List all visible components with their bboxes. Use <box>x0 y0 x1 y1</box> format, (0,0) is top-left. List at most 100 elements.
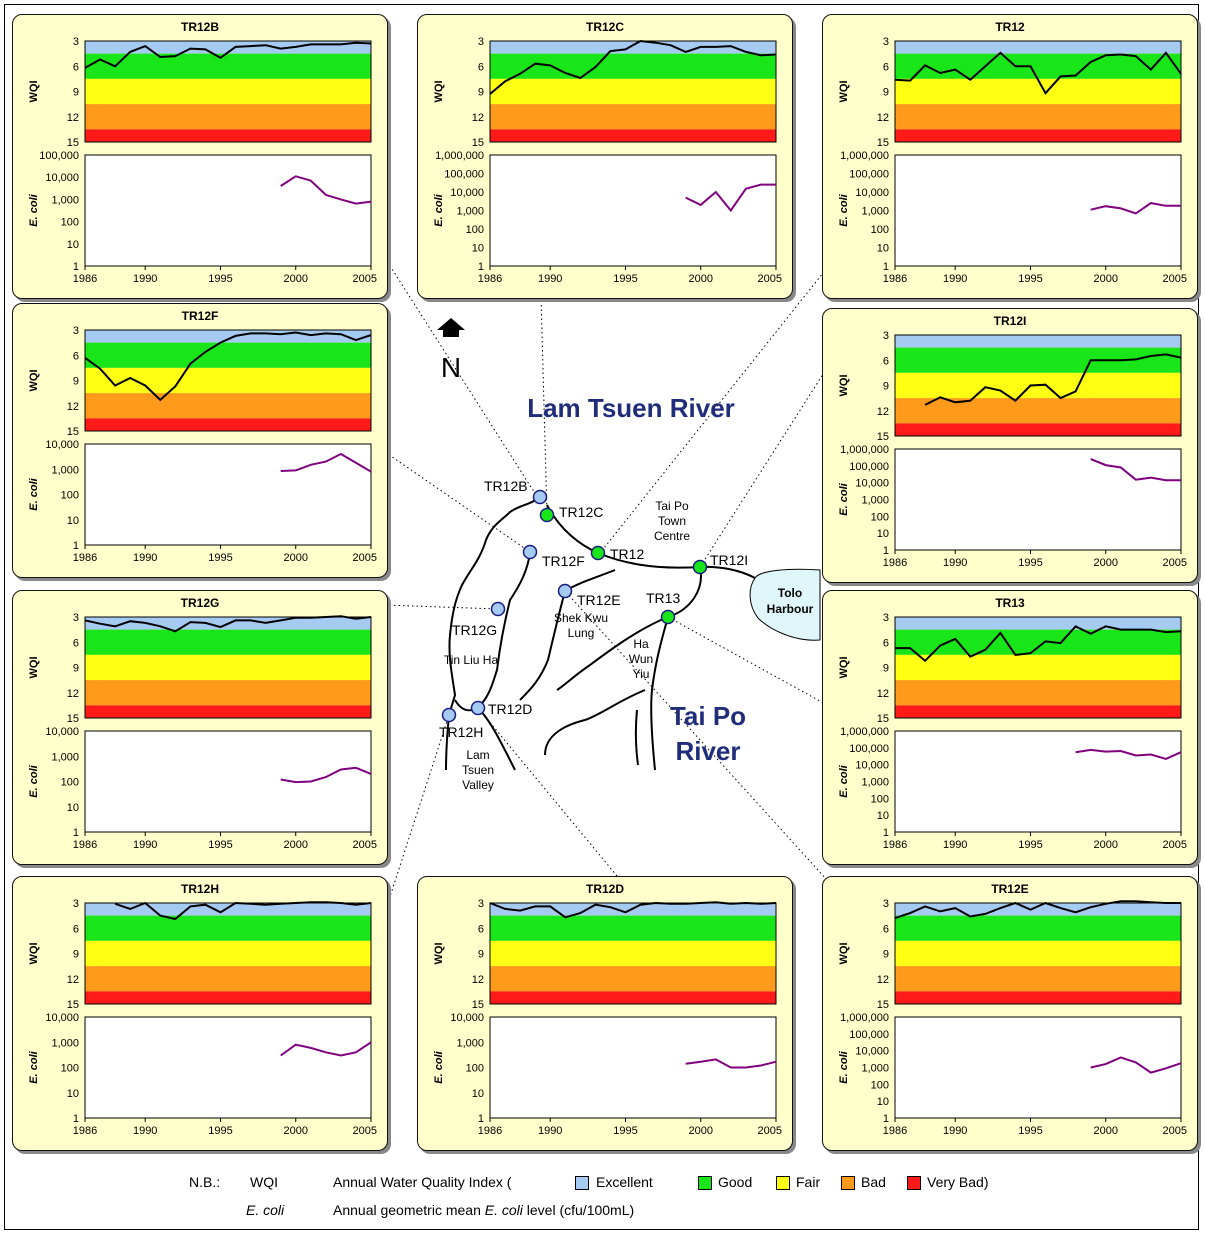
wqi-tick-label: 15 <box>472 137 484 149</box>
ecoli-plot-frame <box>894 730 1182 833</box>
wqi-tick-label: 3 <box>73 36 79 48</box>
x-tick-label: 1995 <box>208 1125 232 1137</box>
band-very-bad <box>85 418 371 431</box>
x-tick-label: 1995 <box>208 273 232 285</box>
ecoli-tick-label: 1 <box>883 1113 889 1125</box>
ecoli-tick-label: 1 <box>73 1113 79 1125</box>
wqi-series-line <box>894 900 1181 920</box>
band-very-bad <box>85 991 371 1004</box>
x-tick-label: 2005 <box>758 1125 782 1137</box>
wqi-series-line <box>84 41 372 69</box>
band-bad <box>85 393 371 419</box>
band-good <box>85 915 371 941</box>
x-tick-label: 1995 <box>613 273 637 285</box>
ecoli-plot-frame <box>84 443 372 546</box>
band-very-bad <box>895 991 1181 1004</box>
x-tick-label: 1986 <box>478 273 502 285</box>
band-very-bad <box>895 423 1181 436</box>
band-very-bad <box>85 705 371 718</box>
legend-ecoli-desc-3: level (cfu/100mL) <box>526 1202 635 1218</box>
band-good <box>490 53 776 79</box>
band-excellent <box>895 903 1181 916</box>
chart-svg-tr12d: TR12D 3 6 9 12 15 WQI 1 10 100 1,000 10,000 E. coli 1… <box>433 882 782 1137</box>
ecoli-tick-label: 100 <box>466 1063 484 1075</box>
ecoli-tick-label: 10 <box>67 802 79 814</box>
chart-title: TR12B <box>181 20 219 34</box>
ecoli-tick-label: 100,000 <box>39 150 79 162</box>
ecoli-tick-label: 10,000 <box>450 1012 484 1024</box>
wqi-tick-label: 9 <box>883 381 889 393</box>
chart-svg-tr12c: TR12C 3 6 9 12 15 WQI 1 10 100 1,000 10,000 100,000 1… <box>433 20 782 285</box>
chart-title: TR13 <box>995 596 1025 610</box>
chart-panel-tr12g: TR12G 3 6 9 12 15 WQI 1 10 100 1,000 10,000 E. coli 1… <box>12 590 388 865</box>
ecoli-tick-label: 100,000 <box>849 1029 889 1041</box>
x-tick-label: 1986 <box>883 839 907 851</box>
band-excellent <box>895 335 1181 348</box>
band-good <box>85 629 371 655</box>
band-fair <box>490 78 776 105</box>
ecoli-tick-label: 1,000 <box>456 1037 484 1049</box>
legend-wqi-label: WQI <box>250 1174 278 1190</box>
x-tick-label: 1990 <box>943 557 967 569</box>
x-tick-label: 1990 <box>133 552 157 564</box>
x-tick-label: 2005 <box>353 552 377 564</box>
legend-swatch-excellent <box>575 1176 589 1190</box>
ecoli-tick-label: 100 <box>61 777 79 789</box>
x-tick-label: 1990 <box>943 1125 967 1137</box>
ecoli-series-line <box>685 183 776 213</box>
x-tick-label: 2005 <box>1163 839 1187 851</box>
wqi-tick-label: 9 <box>73 376 79 388</box>
x-tick-label: 2005 <box>1163 273 1187 285</box>
ecoli-tick-label: 100,000 <box>849 743 889 755</box>
wqi-tick-label: 6 <box>73 637 79 649</box>
x-tick-label: 1986 <box>73 552 97 564</box>
legend-good: Good <box>718 1174 753 1190</box>
wqi-tick-label: 6 <box>883 61 889 73</box>
chart-title: TR12H <box>181 882 219 896</box>
chart-panel-tr12b: TR12B 3 6 9 12 15 WQI 1 10 100 1,000 10,000 100,000 E… <box>12 14 388 299</box>
ecoli-axis-label: E. coli <box>433 1050 445 1083</box>
x-tick-label: 1986 <box>883 273 907 285</box>
band-very-bad <box>85 129 371 142</box>
wqi-axis-label: WQI <box>28 81 40 103</box>
x-tick-label: 1995 <box>1018 273 1042 285</box>
wqi-tick-label: 15 <box>877 431 889 443</box>
wqi-axis-label: WQI <box>838 657 850 679</box>
wqi-series-line <box>489 901 777 919</box>
band-fair <box>85 367 371 394</box>
ecoli-tick-label: 1 <box>478 1113 484 1125</box>
wqi-series-line <box>114 901 372 921</box>
x-tick-label: 2000 <box>1093 273 1117 285</box>
wqi-tick-label: 15 <box>67 426 79 438</box>
wqi-tick-label: 3 <box>478 36 484 48</box>
x-tick-label: 1990 <box>538 273 562 285</box>
chart-panel-tr12e: TR12E 3 6 9 12 15 WQI 1 10 100 1,000 10,000 100,000 1… <box>822 876 1198 1151</box>
band-excellent <box>895 41 1181 54</box>
band-fair <box>490 940 776 967</box>
legend-swatch-very-bad <box>907 1176 921 1190</box>
ecoli-axis-label: E. coli <box>28 1050 40 1083</box>
chart-svg-tr12i: TR12I 3 6 9 12 15 WQI 1 10 100 1,000 10,000 100,000 1… <box>838 314 1187 569</box>
chart-svg-tr12b: TR12B 3 6 9 12 15 WQI 1 10 100 1,000 10,000 100,000 E… <box>28 20 377 285</box>
ecoli-series-line <box>280 766 372 784</box>
ecoli-axis-label: E. coli <box>838 1050 850 1083</box>
ecoli-tick-label: 10,000 <box>450 187 484 199</box>
x-tick-label: 1990 <box>133 839 157 851</box>
ecoli-axis-label: E. coli <box>838 482 850 515</box>
ecoli-tick-label: 10,000 <box>855 1046 889 1058</box>
chart-title: TR12D <box>586 882 624 896</box>
wqi-tick-label: 12 <box>877 112 889 124</box>
legend-ecoli-desc-2: E. coli <box>484 1202 523 1218</box>
ecoli-axis-label: E. coli <box>433 193 445 226</box>
chart-panel-tr12c: TR12C 3 6 9 12 15 WQI 1 10 100 1,000 10,000 100,000 1… <box>417 14 793 299</box>
x-tick-label: 2000 <box>688 273 712 285</box>
band-fair <box>895 78 1181 105</box>
x-tick-label: 2005 <box>353 1125 377 1137</box>
x-tick-label: 1995 <box>1018 1125 1042 1137</box>
legend-swatch-good <box>698 1176 712 1190</box>
chart-title: TR12C <box>586 20 624 34</box>
wqi-axis-label: WQI <box>838 81 850 103</box>
wqi-tick-label: 3 <box>883 330 889 342</box>
chart-title: TR12 <box>995 20 1025 34</box>
legend-swatch-bad <box>841 1176 855 1190</box>
